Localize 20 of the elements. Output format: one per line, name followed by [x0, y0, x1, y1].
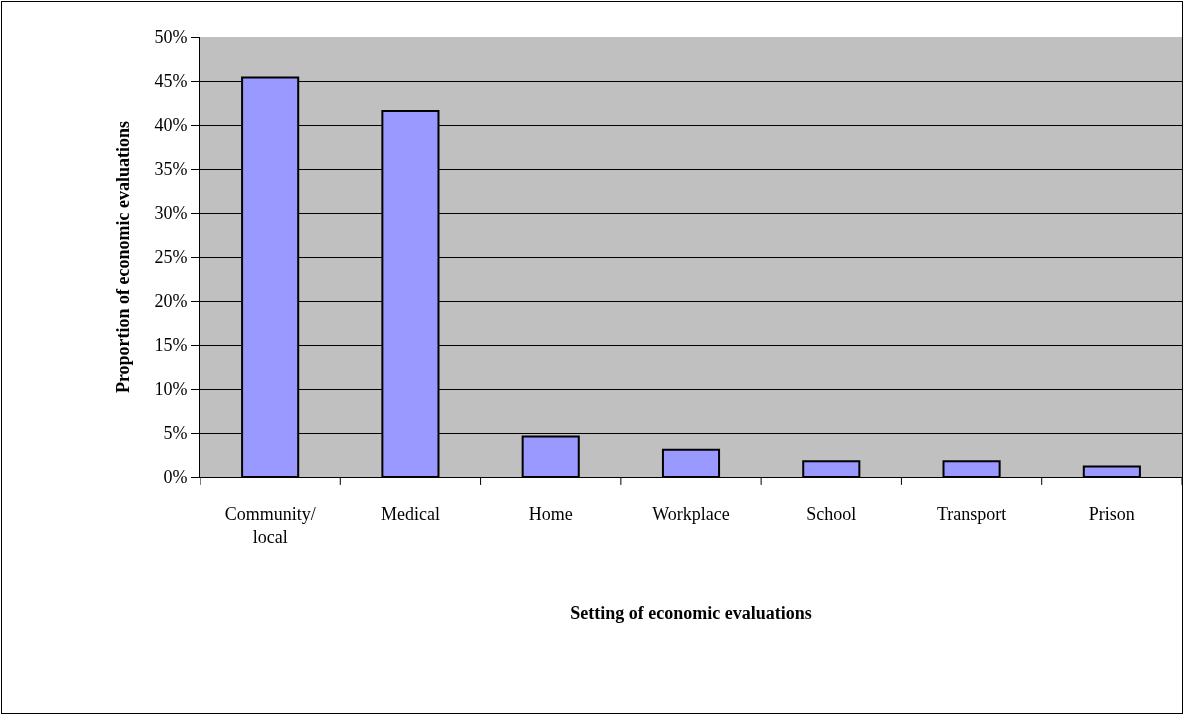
y-tick-label: 30% — [154, 203, 188, 224]
x-tick-label: Home — [528, 503, 573, 524]
y-tick-label: 35% — [154, 159, 188, 180]
y-tick-label: 0% — [163, 467, 188, 488]
x-tick-label: Workplace — [652, 503, 730, 524]
y-tick-label: 10% — [154, 379, 188, 400]
y-tick-label: 50% — [154, 27, 188, 48]
y-axis-title: Proportion of economic evaluations — [112, 120, 133, 394]
y-tick-label: 15% — [154, 335, 188, 356]
x-tick-label: Medical — [380, 503, 440, 524]
y-tick-label: 45% — [154, 71, 188, 92]
x-axis-title: Setting of economic evaluations — [570, 603, 812, 624]
x-tick-label: Prison — [1088, 503, 1135, 524]
x-tick-label: Community/local — [224, 503, 316, 547]
y-tick-label: 20% — [154, 291, 188, 312]
x-tick-label: Transport — [936, 503, 1007, 524]
y-tick-label: 40% — [154, 115, 188, 136]
x-tick-label: School — [806, 503, 857, 524]
y-tick-label: 5% — [163, 423, 188, 444]
y-tick-label: 25% — [154, 247, 188, 268]
